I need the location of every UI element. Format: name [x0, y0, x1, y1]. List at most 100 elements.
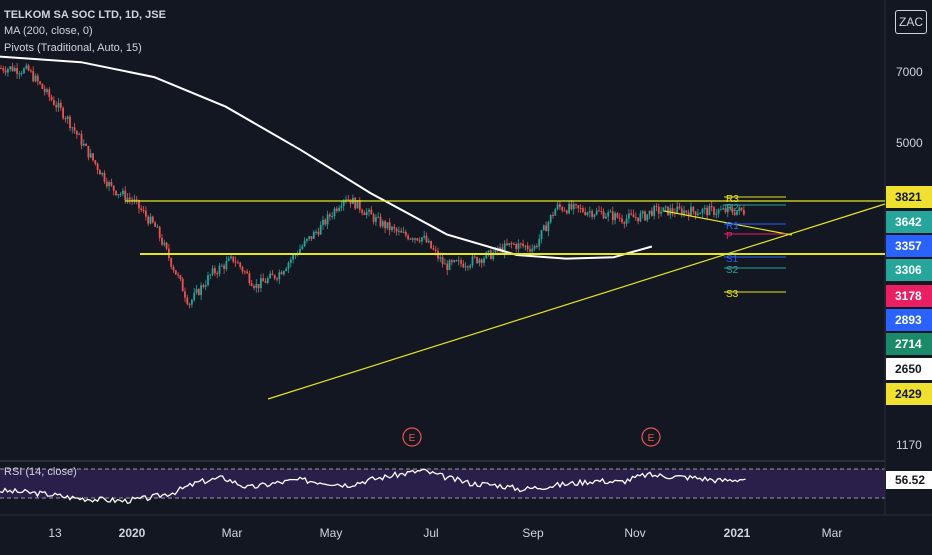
candle-body [628, 213, 630, 219]
candle-body [697, 213, 699, 216]
candle-body [59, 102, 62, 108]
candle-body [89, 153, 92, 158]
candle-body [547, 222, 550, 232]
candle-body [432, 248, 435, 250]
candle-body [135, 199, 138, 201]
candle-body [257, 284, 260, 289]
candle-body [485, 252, 488, 259]
candle-body [602, 211, 605, 219]
candle-body [575, 204, 577, 206]
candle-body [71, 127, 74, 129]
candle-body [248, 273, 251, 284]
candle-body [637, 217, 639, 222]
candle-body [276, 278, 278, 280]
candle-body [513, 243, 515, 245]
y-tick-label: 5000 [896, 136, 923, 150]
candle-body [55, 105, 58, 108]
candle-body [358, 200, 361, 210]
candle-body [241, 266, 244, 272]
earnings-marker[interactable]: E [641, 427, 661, 447]
candle-body [492, 252, 495, 259]
time-axis[interactable]: 13 2020 Mar May Jul Sep Nov 2021 Mar [48, 526, 842, 540]
candle-body [692, 206, 695, 212]
candle-body [653, 206, 656, 216]
pivot-r3-label: R3 [726, 194, 739, 205]
candle-body [381, 221, 384, 227]
candle-body [278, 272, 281, 280]
candle-body [570, 203, 573, 210]
candle-body [184, 291, 186, 298]
pivot-s3-label: S3 [726, 289, 739, 300]
pivots-indicator-label[interactable]: Pivots (Traditional, Auto, 15) [4, 42, 142, 54]
candle-body [471, 256, 474, 266]
candle-body [703, 207, 706, 210]
candle-body [250, 283, 253, 286]
candle-body [312, 231, 315, 239]
candle-body [361, 209, 363, 213]
candle-body [230, 256, 232, 259]
candle-body [345, 199, 347, 201]
candle-body [430, 240, 432, 249]
candle-body [657, 206, 660, 214]
x-tick-label: Mar [822, 526, 843, 540]
ma-indicator-label[interactable]: MA (200, close, 0) [4, 25, 93, 37]
symbol-title[interactable]: TELKOM SA SOC LTD, 1D, JSE [4, 9, 166, 21]
earnings-marker[interactable]: E [402, 427, 422, 447]
candle-body [78, 133, 81, 135]
candle-body [331, 216, 334, 218]
earnings-marker-label: E [648, 433, 655, 444]
candle-body [393, 226, 396, 229]
candle-body [145, 210, 147, 217]
candle-body [347, 199, 350, 201]
candle-body [340, 205, 343, 208]
candle-body [531, 248, 534, 252]
candle-body [126, 197, 129, 201]
candle-body [641, 211, 644, 214]
candle-body [227, 258, 230, 261]
candle-body [154, 222, 156, 227]
x-tick-label: Nov [624, 526, 645, 540]
candle-body [225, 260, 228, 269]
candle-body [729, 206, 731, 209]
candle-body [62, 107, 64, 119]
candle-body [211, 268, 214, 275]
candle-body [101, 172, 104, 175]
rsi-value: 56.52 [895, 473, 925, 487]
candle-body [181, 278, 184, 292]
candle-body [644, 211, 646, 221]
candle-body [308, 236, 311, 239]
candle-body [607, 212, 610, 217]
descending-trendline[interactable] [663, 210, 793, 236]
candle-body [611, 211, 614, 221]
candle-body [260, 278, 262, 289]
candle-body [731, 208, 734, 213]
rsi-indicator-label[interactable]: RSI (14, close) [4, 466, 77, 478]
candle-body [177, 274, 179, 276]
candle-body [542, 225, 545, 231]
candle-body [354, 197, 357, 209]
candle-body [319, 224, 322, 235]
candle-body [386, 222, 389, 229]
candle-body [0, 68, 2, 70]
candle-body [549, 214, 552, 223]
pivot-s1-label: S1 [726, 254, 739, 265]
candle-body [46, 89, 48, 93]
price-tag-label: 3357 [895, 239, 922, 253]
candle-body [434, 249, 437, 251]
currency-button[interactable]: ZAC [895, 10, 927, 34]
x-tick-label: May [320, 526, 343, 540]
rising-trendline[interactable] [267, 203, 886, 400]
candle-body [715, 213, 718, 215]
price-tag [886, 285, 932, 307]
candle-body [186, 297, 189, 304]
candle-body [64, 118, 67, 120]
candle-body [699, 213, 702, 215]
candle-body [195, 289, 198, 293]
candle-body [591, 211, 593, 217]
candle-body [506, 243, 508, 245]
candle-body [299, 248, 301, 254]
candle-body [724, 208, 727, 213]
candle-body [579, 207, 582, 209]
